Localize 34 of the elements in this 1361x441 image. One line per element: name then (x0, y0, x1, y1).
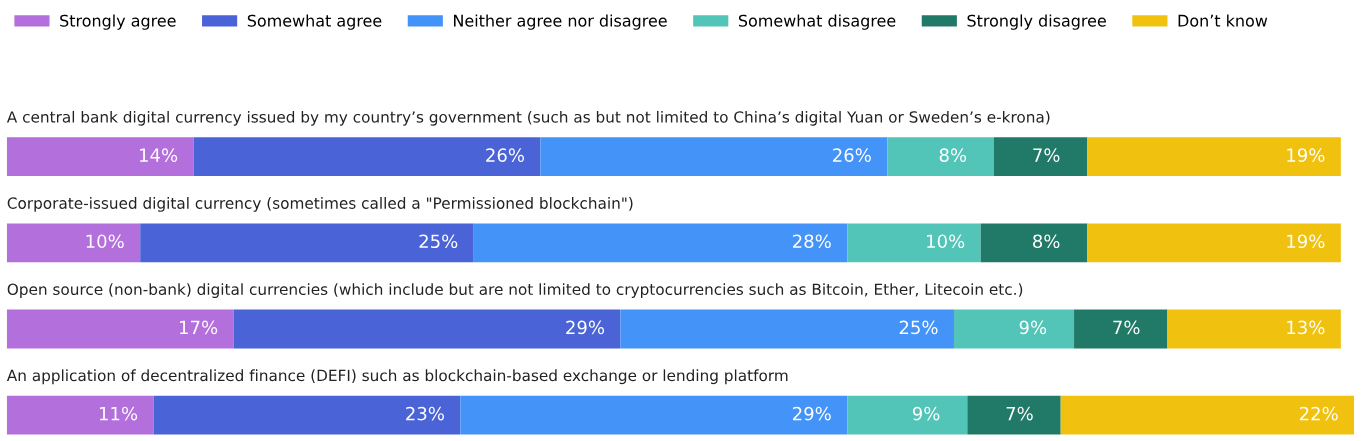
data-label: 10% (86, 234, 124, 249)
data-label: 26% (833, 148, 871, 162)
data-label: 9% (912, 406, 940, 421)
data-label: 23% (406, 406, 444, 421)
legend-label: Strongly agree (60, 14, 176, 30)
data-label: 22% (1299, 406, 1338, 421)
data-label: 11% (99, 406, 138, 421)
legend-label: Strongly disagree (967, 14, 1106, 30)
data-label: 25% (419, 234, 458, 249)
data-label: 8% (939, 148, 967, 162)
data-label: 28% (793, 234, 831, 249)
data-label: 29% (566, 320, 605, 335)
data-label: 19% (1287, 234, 1325, 249)
data-label: 25% (899, 320, 938, 335)
legend-label: Somewhat disagree (738, 14, 896, 30)
data-label: 29% (793, 406, 831, 421)
legend-label: Neither agree nor disagree (454, 14, 667, 30)
y-tick-label: Open source (non-bank) digital currencies (which include but are not limited to cryptocurrencies such as Bitcoin, Ether, Litecoin etc.) (7, 283, 1023, 298)
y-tick-label: A central bank digital currency issued by my country’s government (such as but not limited to China’s digital Yuan or Sweden’s e-krona) (6, 110, 1050, 126)
data-label: 7% (1006, 406, 1033, 421)
data-label: 9% (1019, 320, 1047, 335)
data-label: 10% (927, 234, 965, 249)
y-tick-label: Corporate-issued digital currency (sometimes called a "Permissioned blockchain") (7, 197, 633, 212)
data-label: 26% (486, 148, 524, 162)
legend-label: Don’t know (1178, 14, 1268, 27)
y-tick-label: An application of decentralized finance (DEFI) such as blockchain-based exchange or lending platform (6, 369, 788, 385)
data-label: 19% (1287, 148, 1325, 162)
data-label: 7% (1033, 148, 1060, 162)
legend-label: Somewhat agree (247, 14, 382, 30)
data-label: 8% (1033, 234, 1060, 249)
data-label: 7% (1113, 320, 1140, 335)
data-label: 17% (180, 320, 218, 335)
data-label: 13% (1287, 320, 1325, 335)
data-label: 14% (140, 148, 178, 162)
